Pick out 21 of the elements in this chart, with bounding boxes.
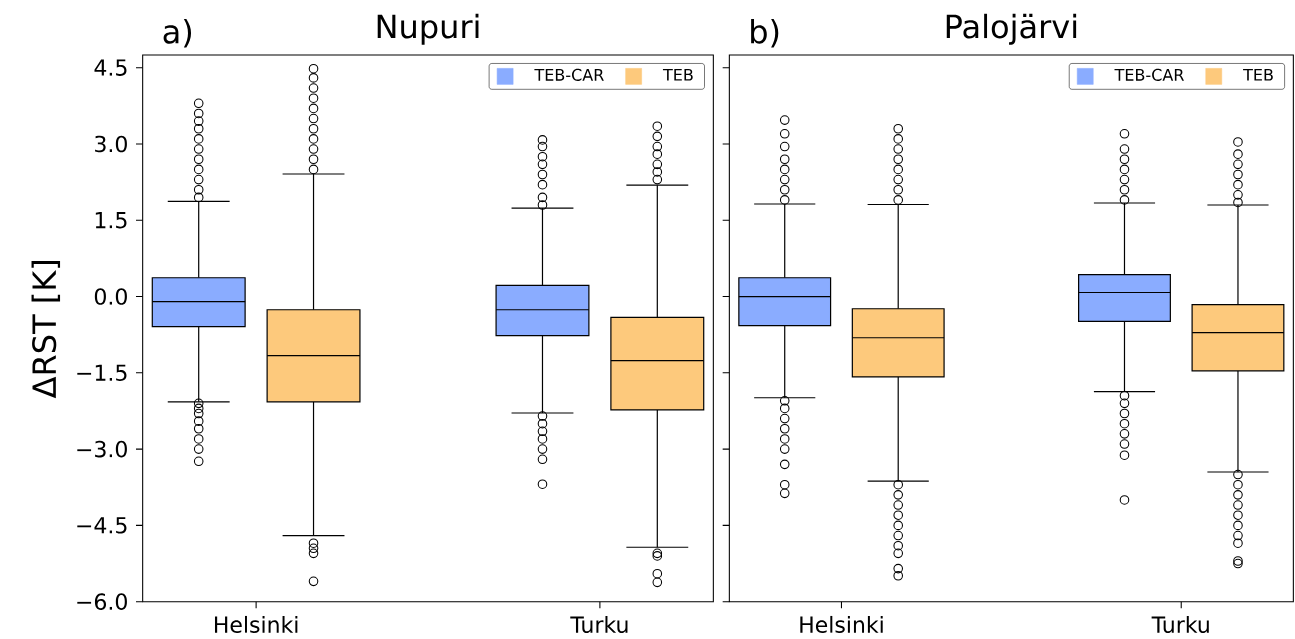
x-tick-label: Helsinki (800, 615, 883, 633)
y-tick-label: −1.5 (77, 364, 127, 381)
y-axis-title: ΔRST [K] (31, 261, 61, 399)
x-tick-label: Turku (570, 615, 628, 633)
y-tick-label: 3.0 (95, 135, 127, 153)
text: a) (163, 18, 192, 48)
y-tick-label: 4.5 (94, 59, 127, 76)
chart-title: Nupuri (377, 13, 479, 45)
legend-label: TEB-CAR (534, 68, 604, 81)
x-tick-label: Turku (1151, 615, 1209, 633)
y-tick-label: 0.0 (94, 288, 127, 305)
legend-label: TEB (1243, 68, 1273, 81)
legend-label: TEB (662, 68, 693, 81)
y-tick-label: 1.5 (95, 212, 127, 229)
text: b) (751, 18, 779, 48)
x-tick-label: Helsinki (214, 615, 298, 633)
legend-label: TEB-CAR (1114, 68, 1184, 81)
y-tick-label: −4.5 (77, 517, 127, 534)
y-tick-label: −3.0 (77, 440, 127, 458)
chart-title: Palojärvi (946, 13, 1077, 45)
y-tick-label: −6.0 (77, 593, 127, 610)
